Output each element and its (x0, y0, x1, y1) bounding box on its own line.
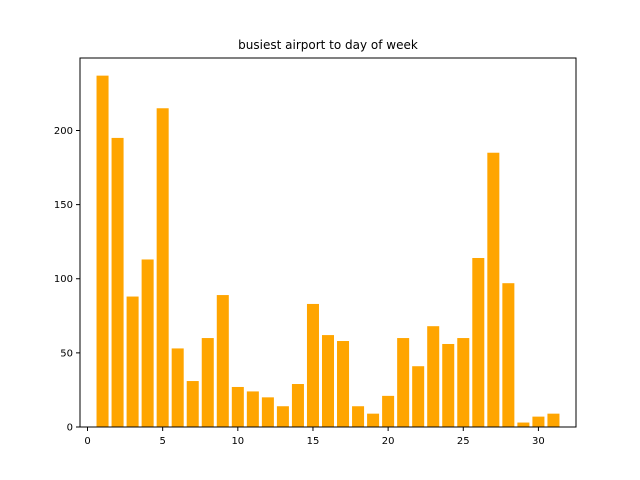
x-tick-label: 15 (307, 436, 320, 447)
x-tick-label: 10 (231, 436, 244, 447)
bar-5 (156, 108, 169, 427)
bars-group (96, 75, 560, 428)
bar-26 (472, 257, 485, 427)
bar-12 (261, 397, 274, 427)
bar-14 (291, 384, 304, 427)
bar-22 (412, 366, 425, 427)
bar-31 (547, 413, 560, 427)
bar-8 (201, 338, 214, 427)
y-tick-label: 150 (54, 200, 73, 211)
x-tick-label: 20 (382, 436, 395, 447)
bar-25 (457, 338, 470, 427)
x-tick-label: 0 (84, 436, 90, 447)
x-tick-label: 25 (457, 436, 470, 447)
bar-27 (487, 152, 500, 428)
bar-6 (171, 348, 184, 427)
bar-18 (352, 406, 365, 427)
bar-30 (532, 416, 545, 427)
bar-21 (397, 338, 410, 427)
bar-19 (367, 413, 380, 427)
bar-3 (126, 296, 139, 427)
bar-4 (141, 259, 154, 427)
bar-28 (502, 283, 515, 427)
bar-20 (382, 395, 395, 427)
y-tick-label: 50 (60, 348, 73, 359)
bar-17 (337, 341, 350, 427)
bar-1 (96, 75, 109, 427)
x-tick-label: 5 (159, 436, 165, 447)
bar-15 (306, 303, 319, 427)
bar-29 (517, 422, 530, 427)
x-axis-ticks: 0 5 10 15 20 25 30 (84, 427, 545, 447)
plot-frame (79, 57, 577, 428)
bar-10 (231, 386, 244, 427)
y-axis-ticks: 0 50 100 150 200 (54, 126, 80, 434)
bar-13 (276, 406, 289, 427)
chart-title: busiest airport to day of week (238, 38, 418, 52)
bar-2 (111, 137, 124, 427)
bar-9 (216, 295, 229, 427)
x-tick-label: 30 (532, 436, 545, 447)
y-tick-label: 100 (54, 274, 73, 285)
y-tick-label: 0 (67, 423, 73, 434)
bar-23 (427, 326, 440, 427)
bar-7 (186, 381, 199, 427)
bar-24 (442, 343, 455, 427)
bar-16 (321, 335, 335, 427)
y-tick-label: 200 (54, 126, 73, 137)
bar-11 (246, 391, 259, 427)
